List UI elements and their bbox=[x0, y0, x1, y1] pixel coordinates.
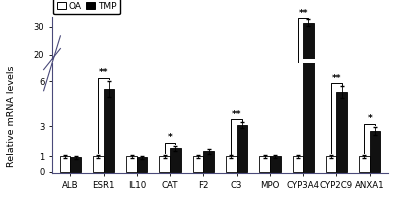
Text: *: * bbox=[367, 114, 372, 123]
Bar bbox=[104, 89, 114, 172]
Bar bbox=[326, 157, 336, 172]
Bar bbox=[93, 108, 104, 111]
Bar bbox=[104, 96, 114, 111]
Bar bbox=[336, 96, 347, 111]
Text: **: ** bbox=[332, 74, 341, 83]
Bar bbox=[160, 108, 170, 111]
Bar bbox=[170, 148, 181, 172]
Bar bbox=[359, 157, 370, 172]
Text: *: * bbox=[168, 133, 172, 142]
Bar bbox=[303, 23, 314, 111]
Bar bbox=[126, 108, 137, 111]
Text: **: ** bbox=[232, 110, 241, 119]
Bar bbox=[336, 92, 347, 172]
Bar bbox=[137, 157, 148, 172]
Bar bbox=[237, 125, 247, 172]
Bar bbox=[359, 108, 370, 111]
Bar bbox=[70, 157, 81, 172]
Bar bbox=[70, 108, 81, 111]
Bar bbox=[60, 108, 70, 111]
Legend: OA, TMP: OA, TMP bbox=[53, 0, 120, 14]
Bar bbox=[303, 0, 314, 172]
Bar bbox=[203, 151, 214, 172]
Bar bbox=[259, 108, 270, 111]
Bar bbox=[160, 157, 170, 172]
Bar bbox=[270, 108, 280, 111]
Text: **: ** bbox=[99, 68, 108, 77]
Bar bbox=[93, 157, 104, 172]
Bar bbox=[126, 157, 137, 172]
Bar bbox=[326, 108, 336, 111]
Bar bbox=[259, 157, 270, 172]
Bar bbox=[193, 157, 203, 172]
Bar bbox=[370, 131, 380, 172]
Bar bbox=[292, 157, 303, 172]
Bar bbox=[193, 108, 203, 111]
Bar bbox=[170, 107, 181, 111]
Text: **: ** bbox=[298, 9, 308, 18]
Bar bbox=[60, 157, 70, 172]
Bar bbox=[370, 104, 380, 111]
Bar bbox=[137, 108, 148, 111]
Bar bbox=[292, 108, 303, 111]
Bar bbox=[237, 102, 247, 111]
Text: Relative mRNA levels: Relative mRNA levels bbox=[8, 65, 16, 167]
Bar bbox=[203, 107, 214, 111]
Bar bbox=[270, 157, 280, 172]
Bar bbox=[226, 108, 237, 111]
Bar bbox=[226, 157, 237, 172]
